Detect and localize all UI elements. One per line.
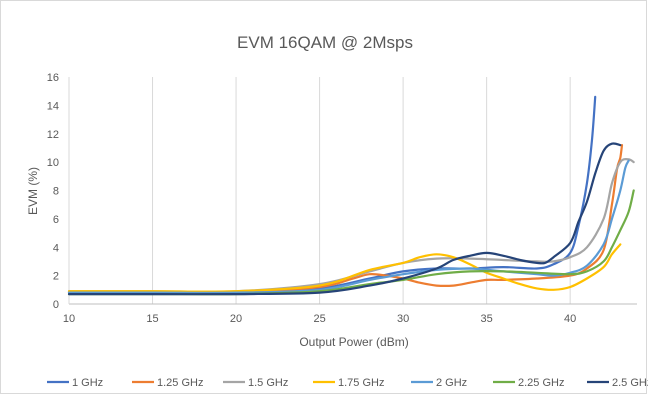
series-lines	[67, 95, 635, 296]
y-tick-label: 14	[47, 100, 59, 112]
y-tick-label: 0	[53, 299, 59, 311]
x-axis-title: Output Power (dBm)	[299, 335, 408, 349]
series-line-3	[67, 243, 622, 293]
legend-label-5: 2.25 GHz	[518, 377, 564, 389]
legend-label-1: 1.25 GHz	[157, 377, 203, 389]
chart-title: EVM 16QAM @ 2Msps	[237, 33, 413, 52]
series-line-6	[67, 142, 622, 296]
y-tick-label: 8	[53, 186, 59, 198]
series-line-1	[67, 144, 624, 295]
x-tick-label: 25	[313, 313, 325, 325]
legend-label-3: 1.75 GHz	[338, 377, 384, 389]
x-tick-label: 15	[146, 313, 158, 325]
x-tick-label: 30	[397, 313, 409, 325]
y-tick-label: 4	[53, 242, 59, 254]
y-tick-label: 10	[47, 157, 59, 169]
x-tick-label: 20	[230, 313, 242, 325]
x-tick-label: 35	[481, 313, 493, 325]
y-tick-label: 2	[53, 271, 59, 283]
series-line-2	[67, 158, 635, 293]
legend-label-6: 2.5 GHz	[612, 377, 648, 389]
x-tick-label: 40	[564, 313, 576, 325]
y-tick-label: 6	[53, 214, 59, 226]
y-tick-label: 12	[47, 129, 59, 141]
grid	[152, 77, 571, 304]
x-tick-label: 10	[63, 313, 75, 325]
axes: 10 15 20 25 30 35 40 0 2 4 6 8 10 12 14 16	[47, 72, 637, 325]
series-line-0	[67, 95, 597, 295]
legend-label-2: 1.5 GHz	[248, 377, 288, 389]
legend-label-4: 2 GHz	[436, 377, 467, 389]
y-tick-label: 16	[47, 72, 59, 84]
legend-label-0: 1 GHz	[72, 377, 103, 389]
legend: 1 GHz 1.25 GHz 1.5 GHz 1.75 GHz 2 GHz 2.25 GH…	[47, 377, 648, 389]
y-axis-title: EVM (%)	[26, 167, 40, 215]
